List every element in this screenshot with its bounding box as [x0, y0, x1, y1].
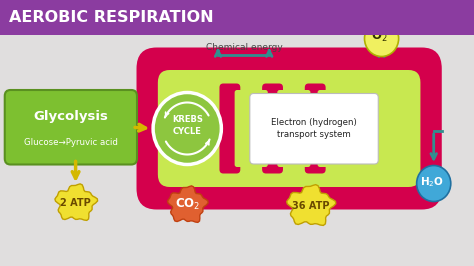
- Text: KREBS
CYCLE: KREBS CYCLE: [172, 115, 203, 136]
- FancyBboxPatch shape: [305, 84, 326, 173]
- Text: AEROBIC RESPIRATION: AEROBIC RESPIRATION: [9, 10, 213, 25]
- Circle shape: [417, 165, 451, 202]
- FancyBboxPatch shape: [219, 84, 240, 173]
- FancyBboxPatch shape: [235, 90, 268, 167]
- FancyBboxPatch shape: [137, 48, 442, 210]
- Circle shape: [365, 20, 399, 56]
- Text: O$_2$: O$_2$: [372, 29, 388, 44]
- Circle shape: [153, 93, 221, 164]
- Polygon shape: [55, 184, 98, 221]
- Text: Electron (hydrogen)
transport system: Electron (hydrogen) transport system: [271, 118, 357, 139]
- FancyBboxPatch shape: [0, 0, 474, 35]
- FancyBboxPatch shape: [277, 90, 310, 167]
- Polygon shape: [168, 186, 208, 222]
- Text: 2 ATP: 2 ATP: [60, 198, 91, 208]
- Text: CO$_2$: CO$_2$: [174, 197, 200, 211]
- FancyBboxPatch shape: [250, 94, 378, 164]
- Text: H$_2$O: H$_2$O: [420, 175, 444, 189]
- FancyBboxPatch shape: [158, 70, 420, 187]
- FancyBboxPatch shape: [318, 90, 356, 167]
- Text: Glucose→Pyruvic acid: Glucose→Pyruvic acid: [24, 138, 118, 147]
- FancyBboxPatch shape: [5, 90, 137, 164]
- Text: Glycolysis: Glycolysis: [34, 110, 108, 123]
- Text: Chemical energy: Chemical energy: [206, 43, 283, 52]
- Text: 36 ATP: 36 ATP: [292, 201, 329, 211]
- Polygon shape: [287, 185, 336, 225]
- FancyBboxPatch shape: [187, 90, 216, 167]
- FancyBboxPatch shape: [262, 84, 283, 173]
